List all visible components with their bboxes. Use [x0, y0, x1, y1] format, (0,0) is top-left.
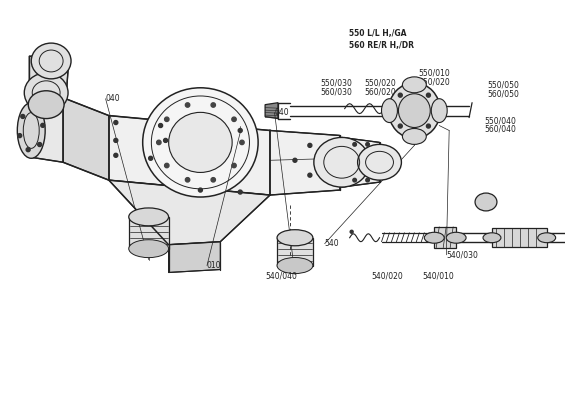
- Circle shape: [211, 178, 216, 182]
- Text: 550/010: 550/010: [418, 68, 450, 77]
- Polygon shape: [492, 228, 547, 247]
- Text: 540/010: 540/010: [423, 272, 454, 281]
- Polygon shape: [169, 242, 220, 272]
- Circle shape: [186, 178, 190, 182]
- Circle shape: [240, 140, 244, 144]
- Ellipse shape: [483, 233, 501, 243]
- Ellipse shape: [28, 91, 64, 118]
- Ellipse shape: [169, 112, 232, 172]
- Circle shape: [426, 93, 430, 97]
- Circle shape: [398, 124, 402, 128]
- Text: 010: 010: [207, 261, 221, 270]
- Text: 550/040: 550/040: [484, 116, 517, 125]
- Circle shape: [157, 140, 161, 144]
- Circle shape: [353, 143, 357, 146]
- Polygon shape: [434, 227, 456, 248]
- Circle shape: [165, 163, 169, 168]
- Ellipse shape: [402, 128, 426, 144]
- Circle shape: [426, 124, 430, 128]
- Ellipse shape: [538, 233, 556, 243]
- Text: 560/050: 560/050: [487, 89, 519, 98]
- Circle shape: [114, 120, 118, 124]
- Polygon shape: [128, 217, 169, 249]
- Polygon shape: [277, 238, 313, 266]
- Circle shape: [211, 103, 216, 107]
- Ellipse shape: [424, 232, 444, 243]
- Text: 040: 040: [275, 108, 289, 117]
- Circle shape: [350, 230, 353, 233]
- Circle shape: [186, 103, 190, 107]
- Circle shape: [164, 138, 168, 142]
- Polygon shape: [63, 98, 109, 180]
- Text: 550 L/L H,/GA: 550 L/L H,/GA: [349, 30, 407, 38]
- Ellipse shape: [18, 103, 45, 158]
- Text: 540/040: 540/040: [265, 272, 297, 281]
- Ellipse shape: [31, 43, 71, 79]
- Ellipse shape: [24, 73, 68, 113]
- Circle shape: [114, 153, 118, 157]
- Text: 560/030: 560/030: [321, 87, 353, 96]
- Polygon shape: [109, 116, 270, 195]
- Text: 540/020: 540/020: [371, 272, 403, 281]
- Circle shape: [18, 134, 22, 138]
- Ellipse shape: [277, 230, 313, 246]
- Circle shape: [21, 114, 25, 118]
- Ellipse shape: [475, 193, 497, 211]
- Circle shape: [114, 138, 118, 142]
- Circle shape: [149, 156, 153, 160]
- Ellipse shape: [277, 258, 313, 274]
- Text: 550/050: 550/050: [487, 80, 519, 89]
- Text: 550/020: 550/020: [418, 77, 450, 86]
- Ellipse shape: [128, 240, 169, 258]
- Circle shape: [398, 93, 402, 97]
- Circle shape: [158, 124, 162, 128]
- Ellipse shape: [398, 94, 430, 128]
- Circle shape: [308, 173, 312, 177]
- Ellipse shape: [314, 138, 370, 187]
- Text: 560 RE/R H,/DR: 560 RE/R H,/DR: [349, 40, 414, 50]
- Circle shape: [293, 158, 297, 162]
- Ellipse shape: [358, 144, 401, 180]
- Circle shape: [366, 143, 370, 146]
- Text: 560/020: 560/020: [365, 87, 396, 96]
- Text: 560/040: 560/040: [484, 125, 517, 134]
- Circle shape: [41, 123, 45, 127]
- Circle shape: [232, 163, 236, 168]
- Circle shape: [232, 117, 236, 122]
- Circle shape: [26, 148, 30, 152]
- Text: 540/030: 540/030: [447, 250, 478, 259]
- Circle shape: [199, 188, 203, 192]
- Ellipse shape: [402, 77, 426, 93]
- Ellipse shape: [446, 232, 466, 243]
- Ellipse shape: [143, 88, 258, 197]
- Circle shape: [353, 178, 357, 182]
- Circle shape: [308, 143, 312, 147]
- Text: 550/020: 550/020: [365, 78, 396, 87]
- Polygon shape: [109, 180, 270, 245]
- Polygon shape: [270, 130, 340, 195]
- Ellipse shape: [128, 208, 169, 226]
- Ellipse shape: [381, 99, 397, 122]
- Polygon shape: [29, 56, 69, 98]
- Text: 550/030: 550/030: [321, 78, 353, 87]
- Circle shape: [32, 109, 36, 113]
- Circle shape: [238, 128, 242, 132]
- Text: 540: 540: [325, 239, 339, 248]
- Polygon shape: [342, 138, 380, 187]
- Ellipse shape: [431, 99, 447, 122]
- Ellipse shape: [388, 83, 440, 138]
- Polygon shape: [31, 98, 63, 162]
- Circle shape: [366, 178, 370, 182]
- Circle shape: [38, 142, 42, 146]
- Circle shape: [165, 117, 169, 122]
- Polygon shape: [265, 103, 278, 118]
- Circle shape: [238, 190, 242, 194]
- Text: 040: 040: [106, 94, 120, 103]
